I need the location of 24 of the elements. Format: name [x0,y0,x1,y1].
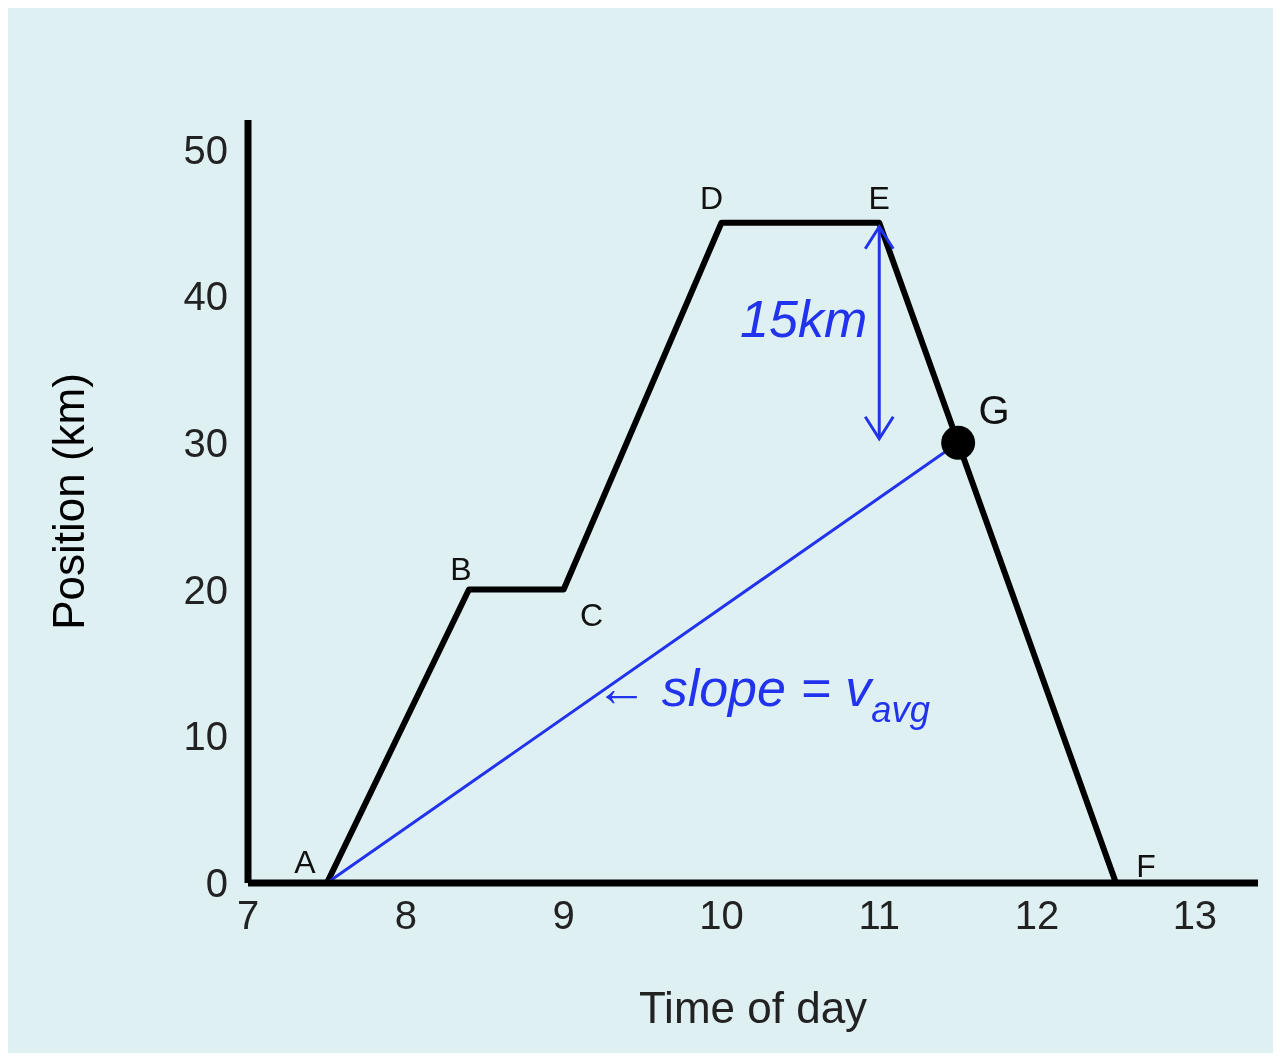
x-tick-label: 10 [699,893,744,938]
x-tick-label: 11 [858,893,901,938]
annotation: E [868,180,890,217]
x-tick-label: 9 [552,893,575,938]
x-tick-label: 13 [1172,893,1218,938]
y-tick-label: 30 [183,421,228,466]
y-axis-title: Position (km) [43,373,93,630]
annotation: C [580,596,604,633]
annotation: F [1136,848,1156,885]
x-axis-title: Time of day [638,983,868,1032]
x-tick-label: 7 [236,893,260,938]
annotation: B [450,550,472,587]
annotation: 15km [740,289,868,348]
y-tick-label: 0 [205,861,228,906]
y-tick-label: 10 [183,714,228,759]
annotation: D [699,180,723,217]
y-tick-label: 20 [183,567,228,612]
y-tick-label: 40 [183,274,228,319]
annotation: G [978,387,1010,432]
annotation: ← slope = v$_{avg}$ [595,658,930,731]
x-tick-label: 8 [394,893,417,938]
x-tick-label: 12 [1014,893,1060,938]
y-tick-label: 50 [183,127,228,172]
annotation: A [294,844,317,881]
